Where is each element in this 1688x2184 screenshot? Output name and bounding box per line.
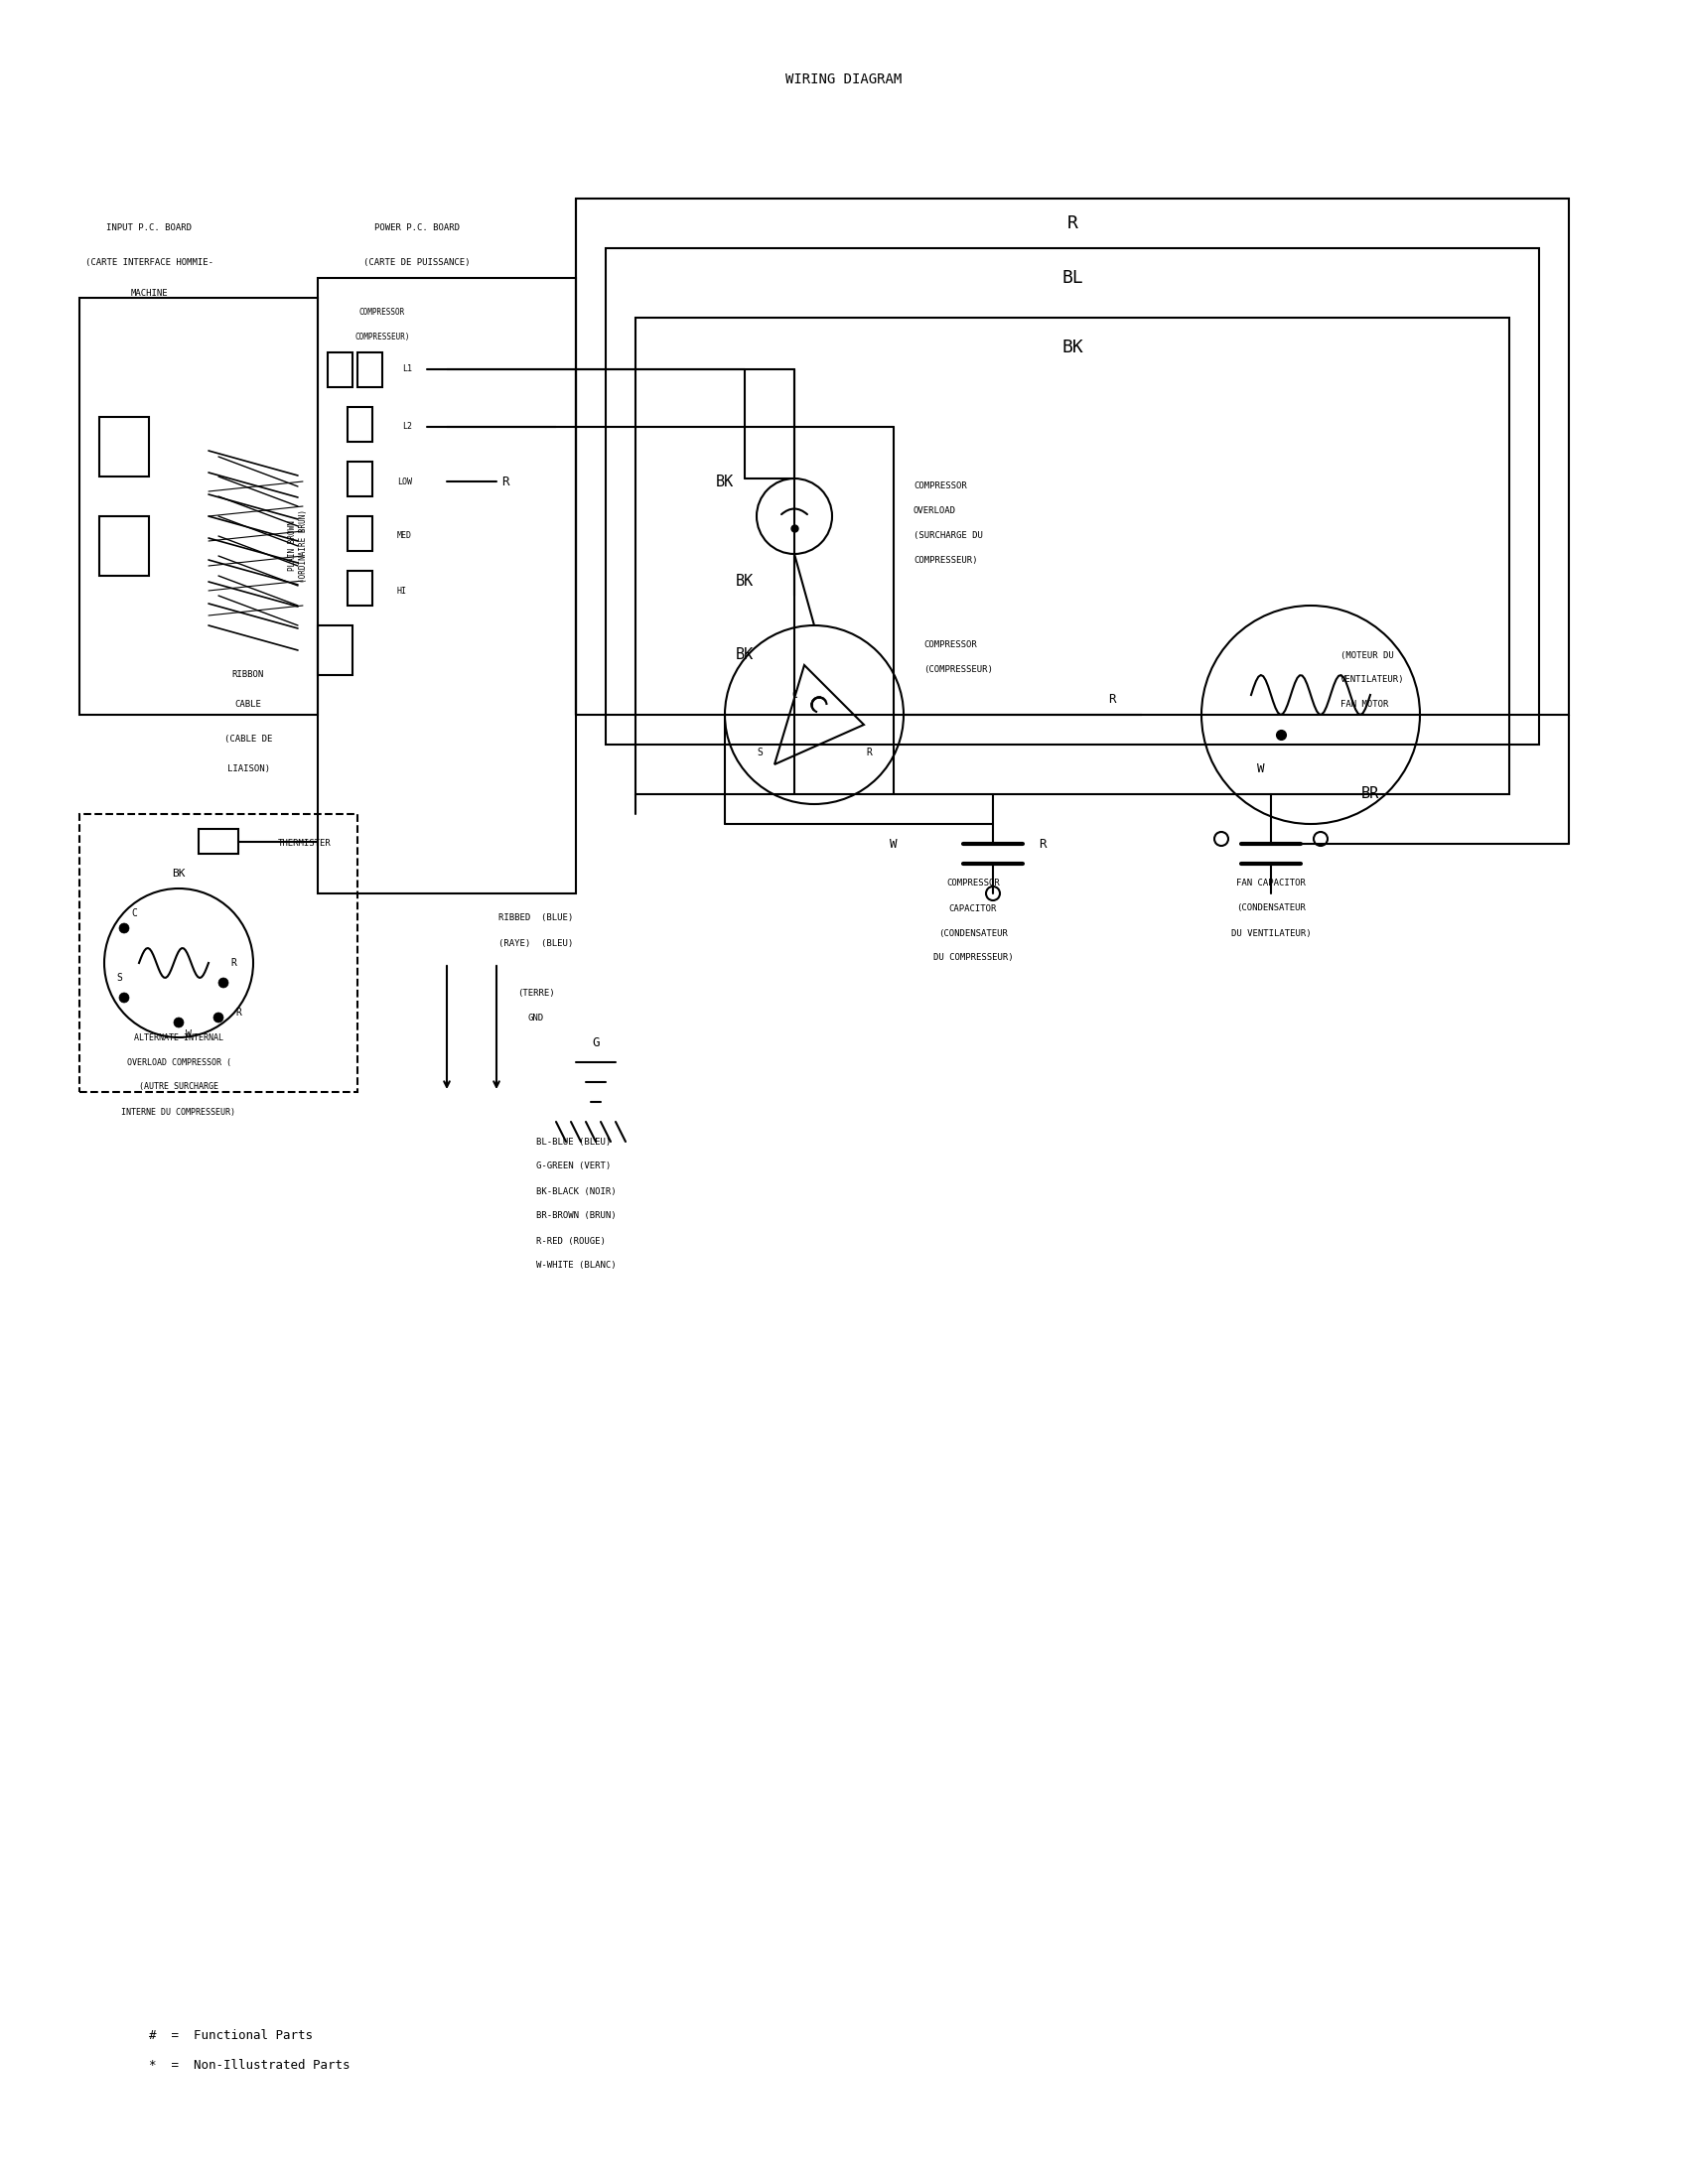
Text: R: R — [235, 1007, 241, 1018]
Text: R: R — [501, 476, 508, 487]
Text: WIRING DIAGRAM: WIRING DIAGRAM — [787, 72, 901, 87]
Text: (TERRE): (TERRE) — [518, 987, 555, 998]
Text: R: R — [1109, 695, 1116, 705]
Text: OVERLOAD COMPRESSOR (: OVERLOAD COMPRESSOR ( — [127, 1057, 231, 1066]
Bar — [348, 570, 373, 605]
Text: COMPRESSOR: COMPRESSOR — [360, 308, 405, 317]
Text: L1: L1 — [402, 365, 412, 373]
Text: POWER P.C. BOARD: POWER P.C. BOARD — [375, 225, 459, 234]
Bar — [358, 352, 381, 387]
Text: FAN CAPACITOR: FAN CAPACITOR — [1236, 878, 1305, 889]
Circle shape — [120, 994, 128, 1002]
Text: C: C — [132, 909, 137, 917]
Text: S: S — [756, 747, 763, 758]
Bar — [79, 815, 358, 1092]
Text: DU COMPRESSEUR): DU COMPRESSEUR) — [933, 954, 1013, 963]
Text: (RAYE)  (BLEU): (RAYE) (BLEU) — [500, 939, 574, 948]
Text: BL: BL — [1062, 269, 1084, 286]
Text: RIBBED  (BLUE): RIBBED (BLUE) — [500, 913, 574, 922]
Text: MACHINE: MACHINE — [130, 288, 167, 297]
Bar — [199, 830, 238, 854]
Bar — [348, 406, 373, 441]
Bar — [317, 625, 353, 675]
Bar — [79, 297, 317, 714]
Bar — [100, 417, 149, 476]
Text: COMPRESSOR: COMPRESSOR — [947, 878, 999, 889]
Text: GND: GND — [528, 1013, 544, 1022]
Text: BR-BROWN (BRUN): BR-BROWN (BRUN) — [537, 1212, 616, 1221]
Text: BK: BK — [736, 649, 755, 662]
Text: THERMISTER: THERMISTER — [279, 839, 331, 847]
Text: W-WHITE (BLANC): W-WHITE (BLANC) — [537, 1262, 616, 1271]
Text: HI: HI — [397, 585, 407, 594]
Text: (MOTEUR DU: (MOTEUR DU — [1340, 651, 1394, 660]
Text: COMPRESSEUR): COMPRESSEUR) — [913, 557, 977, 566]
Text: (CARTE DE PUISSANCE): (CARTE DE PUISSANCE) — [363, 258, 471, 266]
Text: G-GREEN (VERT): G-GREEN (VERT) — [537, 1162, 611, 1171]
Text: L2: L2 — [402, 422, 412, 432]
Bar — [635, 317, 1509, 795]
Text: OVERLOAD: OVERLOAD — [913, 507, 955, 515]
Circle shape — [174, 1018, 184, 1026]
Bar — [606, 249, 1539, 745]
Text: FAN MOTOR: FAN MOTOR — [1340, 701, 1389, 710]
Text: CAPACITOR: CAPACITOR — [949, 904, 998, 913]
Text: R: R — [1067, 214, 1077, 232]
Text: #  =  Functional Parts: # = Functional Parts — [149, 2029, 312, 2042]
Text: W: W — [186, 1029, 191, 1040]
Text: (CABLE DE: (CABLE DE — [225, 736, 272, 745]
Text: INTERNE DU COMPRESSEUR): INTERNE DU COMPRESSEUR) — [122, 1107, 236, 1116]
Bar — [100, 515, 149, 577]
Text: (SURCHARGE DU: (SURCHARGE DU — [913, 531, 982, 539]
Text: LIAISON): LIAISON) — [226, 764, 270, 773]
Text: W: W — [890, 836, 898, 850]
Bar — [348, 515, 373, 550]
Text: (CARTE INTERFACE HOMMIE-: (CARTE INTERFACE HOMMIE- — [84, 258, 213, 266]
Text: *  =  Non-Illustrated Parts: * = Non-Illustrated Parts — [149, 2057, 349, 2070]
Text: BL-BLUE (BLEU): BL-BLUE (BLEU) — [537, 1138, 611, 1147]
Text: DU VENTILATEUR): DU VENTILATEUR) — [1231, 928, 1312, 937]
Text: COMPRESSEUR): COMPRESSEUR) — [354, 332, 410, 343]
Text: R: R — [866, 747, 871, 758]
Text: BK: BK — [1062, 339, 1084, 356]
Text: BK: BK — [172, 869, 186, 878]
Bar — [576, 199, 1568, 714]
Text: (COMPRESSEUR): (COMPRESSEUR) — [923, 666, 993, 675]
Text: PLAIN BROWN
(ORDINAIRE BRUN): PLAIN BROWN (ORDINAIRE BRUN) — [289, 509, 307, 583]
Text: LOW: LOW — [397, 476, 412, 487]
Circle shape — [218, 978, 228, 987]
Bar — [317, 277, 576, 893]
Text: (CONDENSATEUR: (CONDENSATEUR — [1236, 904, 1305, 913]
Bar — [327, 352, 353, 387]
Text: CABLE: CABLE — [235, 701, 262, 710]
Text: BK-BLACK (NOIR): BK-BLACK (NOIR) — [537, 1186, 616, 1197]
Text: S: S — [116, 972, 122, 983]
Text: BK: BK — [716, 474, 734, 489]
Text: COMPRESSOR: COMPRESSOR — [913, 483, 967, 491]
Text: RIBBON: RIBBON — [233, 670, 265, 679]
Text: ALTERNATE INTERNAL: ALTERNATE INTERNAL — [133, 1033, 223, 1042]
Text: R: R — [1038, 836, 1047, 850]
Text: C: C — [792, 690, 797, 699]
Text: R-RED (ROUGE): R-RED (ROUGE) — [537, 1236, 606, 1245]
Bar — [348, 461, 373, 496]
Circle shape — [120, 924, 128, 933]
Text: VENTILATEUR): VENTILATEUR) — [1340, 675, 1404, 684]
Text: G: G — [592, 1035, 599, 1048]
Text: COMPRESSOR: COMPRESSOR — [923, 640, 977, 651]
Text: W: W — [1258, 762, 1264, 775]
Text: BR: BR — [1361, 786, 1379, 802]
Text: MED: MED — [397, 531, 412, 539]
Text: INPUT P.C. BOARD: INPUT P.C. BOARD — [106, 225, 192, 234]
Circle shape — [213, 1013, 223, 1022]
Text: R: R — [231, 959, 236, 968]
Text: (AUTRE SURCHARGE: (AUTRE SURCHARGE — [138, 1083, 218, 1092]
Text: BK: BK — [736, 574, 755, 587]
Text: (CONDENSATEUR: (CONDENSATEUR — [939, 928, 1008, 937]
